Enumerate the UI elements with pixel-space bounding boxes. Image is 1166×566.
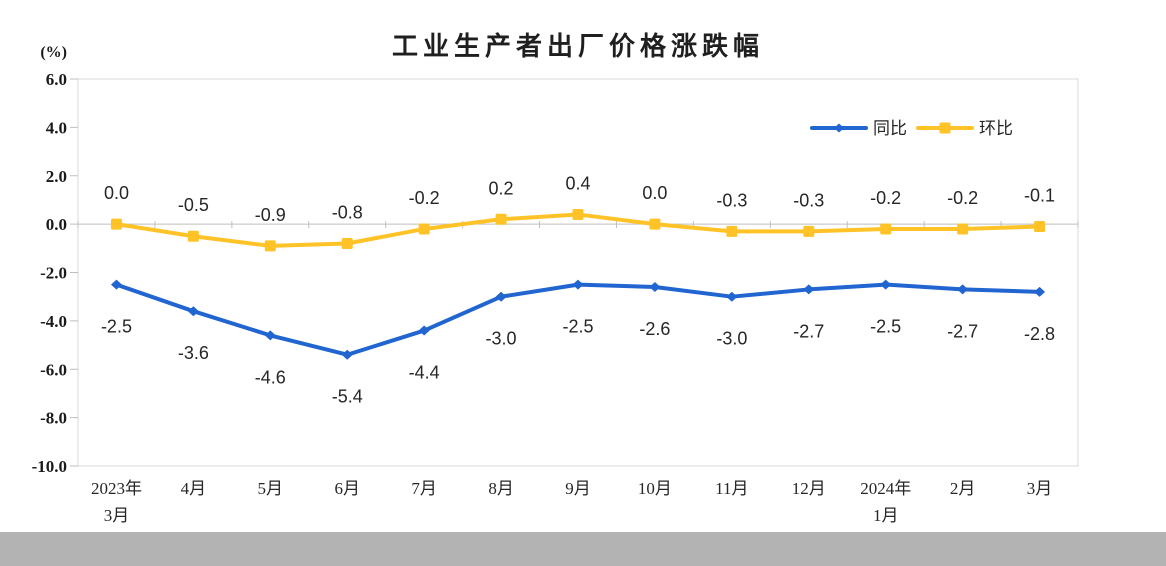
x-axis-label: 6月 [334, 479, 360, 498]
data-point-mom [649, 218, 661, 230]
data-label-mom: 0.0 [104, 183, 129, 203]
y-axis-tick-label: 2.0 [46, 167, 67, 186]
x-axis-label: 7月 [411, 479, 437, 498]
x-axis-label: 2024年 [860, 479, 911, 498]
x-axis-label: 10月 [638, 479, 672, 498]
data-point-yoy [572, 279, 584, 290]
legend-label-yoy: 同比 [873, 119, 907, 138]
plot-layer: 6.0 4.0 2.0 0.0 -2.0 -4.0 -6.0 -8.0 -10.0 2023年 3月… [32, 70, 1079, 525]
y-axis-tick-label: 6.0 [46, 70, 67, 89]
y-axis-tick-label: -4.0 [40, 312, 67, 331]
x-axis-label: 2023年 [91, 479, 142, 498]
data-label-mom: -0.2 [409, 188, 440, 208]
data-label-mom: -0.1 [1024, 186, 1055, 206]
data-point-mom [418, 223, 430, 235]
x-axis-label: 2月 [950, 479, 976, 498]
data-label-yoy: -2.7 [947, 321, 978, 341]
data-point-mom [187, 230, 199, 242]
x-axis-label: 12月 [792, 479, 826, 498]
chart-title: 工业生产者出厂价格涨跌幅 [391, 31, 764, 61]
data-point-yoy [726, 291, 738, 302]
data-label-mom: -0.5 [178, 195, 209, 215]
legend-marker-yoy [834, 123, 844, 133]
data-point-mom [880, 223, 892, 235]
y-axis-unit-label: (%) [40, 44, 67, 61]
data-point-yoy [880, 279, 892, 290]
y-axis-tick-label: 0.0 [46, 215, 67, 234]
data-label-yoy: -5.4 [332, 387, 363, 407]
x-axis-label: 11月 [715, 479, 748, 498]
y-axis-tick-label: 4.0 [46, 118, 67, 137]
data-point-yoy [495, 291, 507, 302]
data-label-mom: 0.4 [565, 173, 590, 193]
data-point-yoy [649, 282, 661, 293]
y-axis-tick-label: -8.0 [40, 409, 67, 428]
data-point-yoy [1034, 286, 1046, 297]
y-axis-tick-label: -10.0 [32, 457, 67, 476]
data-label-yoy: -3.6 [178, 343, 209, 363]
data-label-yoy: -3.0 [716, 329, 747, 349]
data-label-mom: 0.0 [642, 183, 667, 203]
legend-label-mom: 环比 [979, 119, 1013, 138]
data-point-mom [726, 225, 738, 237]
data-point-mom [803, 225, 815, 237]
plot-area-border [77, 78, 1079, 467]
data-label-yoy: -2.7 [793, 321, 824, 341]
data-point-mom [495, 213, 507, 225]
data-label-yoy: -2.6 [639, 319, 670, 339]
data-point-yoy [187, 306, 199, 317]
data-label-yoy: -2.5 [101, 317, 132, 337]
data-point-yoy [418, 325, 430, 336]
footer-bar [0, 532, 1166, 566]
data-point-yoy [110, 279, 122, 290]
x-axis-label: 3月 [104, 506, 130, 525]
legend-marker-mom [939, 122, 951, 134]
y-axis-tick-label: -2.0 [40, 264, 67, 283]
data-point-mom [1034, 221, 1046, 233]
data-label-mom: -0.3 [716, 190, 747, 210]
data-label-mom: -0.9 [255, 205, 286, 225]
data-label-mom: -0.3 [793, 190, 824, 210]
data-point-yoy [957, 284, 969, 295]
x-axis-label: 8月 [488, 479, 514, 498]
data-point-mom [341, 237, 353, 249]
data-label-mom: -0.8 [332, 202, 363, 222]
x-axis-label: 4月 [181, 479, 207, 498]
data-point-mom [957, 223, 969, 235]
data-label-mom: 0.2 [489, 178, 514, 198]
data-label-yoy: -2.8 [1024, 324, 1055, 344]
x-axis-label: 3月 [1027, 479, 1053, 498]
data-point-mom [264, 240, 276, 252]
data-label-yoy: -2.5 [562, 317, 593, 337]
data-point-yoy [803, 284, 815, 295]
data-label-yoy: -4.6 [255, 367, 286, 387]
data-point-yoy [264, 330, 276, 341]
x-axis-label: 1月 [873, 506, 899, 525]
x-axis-label: 5月 [258, 479, 284, 498]
data-label-mom: -0.2 [947, 188, 978, 208]
y-axis-tick-label: -6.0 [40, 360, 67, 379]
data-label-yoy: -2.5 [870, 317, 901, 337]
data-label-yoy: -4.4 [409, 363, 440, 383]
data-point-yoy [341, 349, 353, 360]
data-label-mom: -0.2 [870, 188, 901, 208]
data-point-mom [110, 218, 122, 230]
x-axis-label: 9月 [565, 479, 591, 498]
data-label-yoy: -3.0 [486, 329, 517, 349]
data-point-mom [572, 208, 584, 220]
